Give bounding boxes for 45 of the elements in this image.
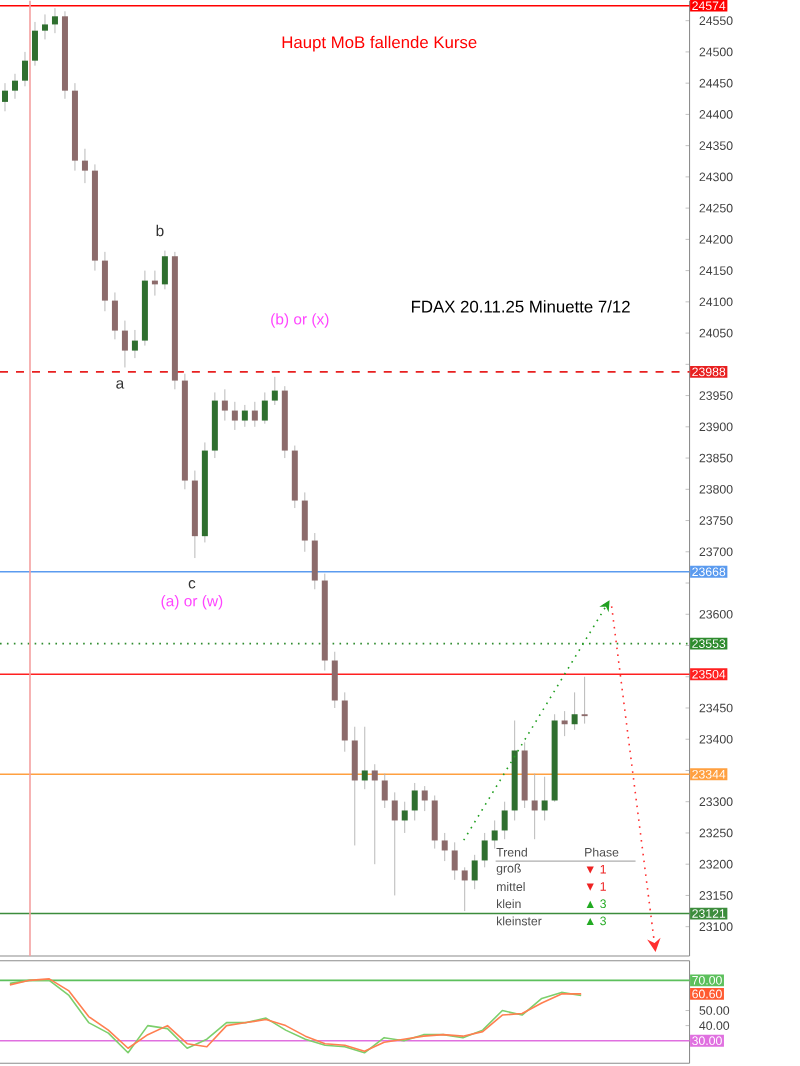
candlestick [312, 532, 319, 590]
candlestick [252, 401, 259, 428]
candlestick [102, 251, 109, 312]
candlestick [82, 148, 89, 184]
candlestick [342, 691, 349, 753]
candlestick [421, 785, 428, 812]
candlestick [531, 773, 538, 840]
candlestick [571, 691, 578, 731]
candlestick [162, 250, 169, 290]
candlestick [461, 866, 468, 912]
candlestick [332, 651, 339, 709]
candlestick [581, 676, 588, 725]
candlestick [272, 376, 279, 406]
candlestick [362, 726, 368, 790]
candlestick [42, 13, 49, 40]
text: Haupt MoB fallende Kurse [282, 35, 477, 52]
candlestick [441, 832, 448, 862]
candlestick [391, 791, 398, 896]
candlestick [132, 329, 139, 359]
candlestick [52, 7, 59, 34]
candlestick [12, 73, 19, 100]
text: FDAX 20.11.25 Minuette 7/12 [412, 300, 630, 313]
candlestick [501, 801, 508, 840]
candlestick [561, 710, 568, 737]
candlestick [411, 782, 418, 821]
candlestick [302, 491, 309, 553]
candlestick [122, 320, 129, 368]
candlestick [242, 404, 249, 428]
candlestick [112, 292, 119, 340]
candlestick [541, 776, 548, 821]
candlestick [2, 82, 9, 112]
candlestick [471, 854, 478, 890]
candlestick [352, 726, 359, 846]
candlestick [401, 801, 408, 834]
candlestick [222, 388, 229, 422]
candlestick [382, 773, 388, 809]
candlestick [491, 819, 498, 850]
candlestick [451, 841, 458, 881]
candlestick [22, 51, 29, 87]
candlestick [372, 763, 378, 865]
candlestick [431, 795, 438, 850]
candlestick [32, 21, 39, 67]
candlestick [232, 401, 239, 431]
candlestick [481, 832, 488, 868]
candlestick [262, 391, 269, 425]
